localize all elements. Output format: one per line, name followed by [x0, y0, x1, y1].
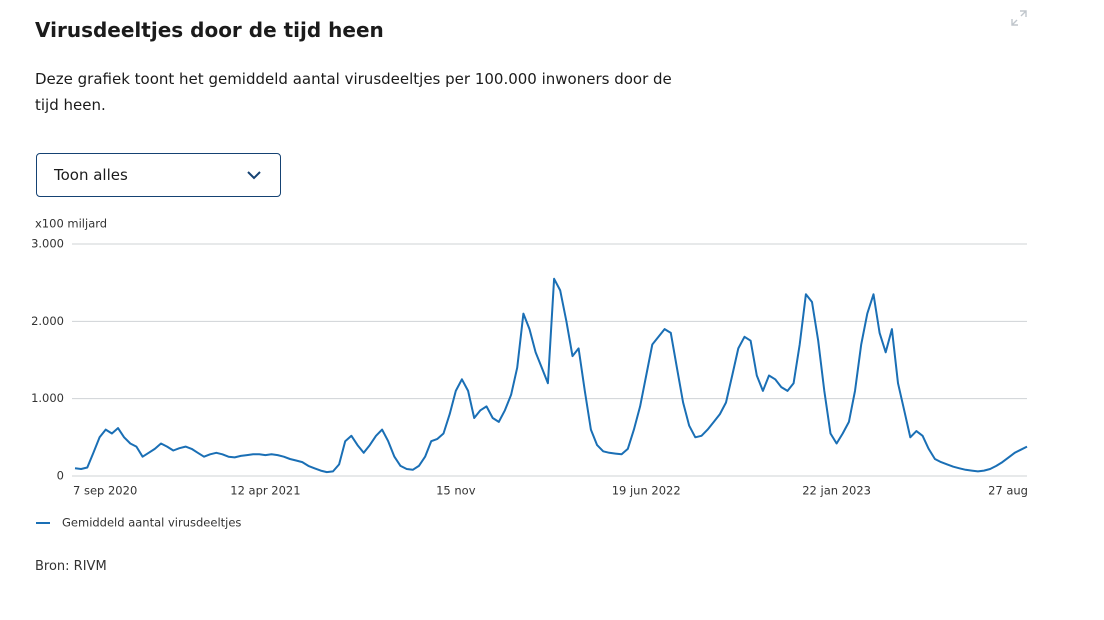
y-axis-label: x100 miljard — [35, 217, 107, 231]
x-tick-label: 22 jan 2023 — [802, 484, 871, 498]
y-tick-label: 1.000 — [31, 391, 64, 405]
description: Deze grafiek toont het gemiddeld aantal … — [35, 70, 672, 114]
x-tick-label: 27 aug — [988, 484, 1028, 498]
x-tick-label: 7 sep 2020 — [73, 484, 137, 498]
expand-icon[interactable] — [1010, 9, 1028, 27]
dropdown[interactable]: Toon alles — [36, 153, 281, 197]
chart: x100 miljard 0 1.000 2.000 3.000 7 sep 2020 1… — [31, 217, 1028, 530]
x-tick-label: 15 nov — [436, 484, 476, 498]
line — [74, 277, 1028, 474]
y-tick-label: 3.000 — [31, 237, 64, 251]
chevron — [247, 171, 261, 180]
y-tick-label: 2.000 — [31, 314, 64, 328]
x-tick-label: 12 apr 2021 — [230, 484, 300, 498]
y-tick-label: 0 — [57, 469, 64, 483]
legend-label: Gemiddeld aantal virusdeeltjes — [62, 516, 241, 530]
source: Bron: RIVM — [35, 559, 107, 574]
title: Virusdeeltjes door de tijd heen — [35, 18, 384, 42]
x-tick-label: 19 jun 2022 — [612, 484, 681, 498]
dropdown-label: Toon alles — [54, 166, 128, 184]
